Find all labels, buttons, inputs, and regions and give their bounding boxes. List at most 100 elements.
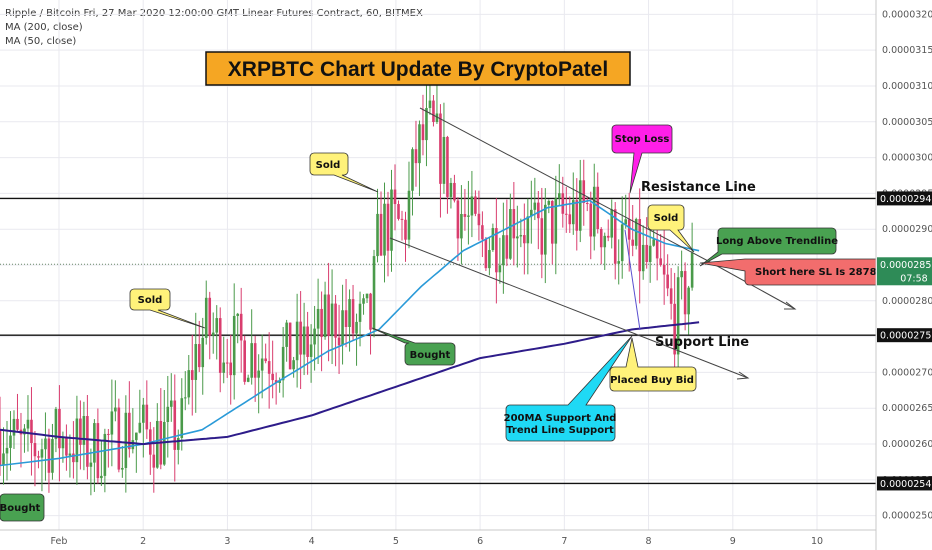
bought-callout-1: Bought bbox=[371, 327, 456, 366]
x-tick-label: 8 bbox=[646, 536, 652, 547]
x-tick-label: 9 bbox=[730, 536, 736, 547]
candle-body bbox=[260, 358, 264, 371]
candle-body bbox=[75, 418, 79, 463]
candle-body bbox=[680, 271, 683, 278]
horizontal-levels bbox=[0, 197, 876, 485]
candle-body bbox=[327, 294, 330, 336]
candle-body bbox=[676, 277, 680, 355]
candle-body bbox=[533, 202, 537, 210]
candle-body bbox=[561, 193, 565, 214]
candle-body bbox=[669, 288, 673, 304]
candle-body bbox=[253, 343, 257, 378]
candle-body bbox=[197, 344, 201, 368]
candle-body bbox=[5, 447, 9, 454]
candle-body bbox=[51, 439, 54, 473]
candle-body bbox=[40, 449, 44, 458]
candle-body bbox=[554, 198, 558, 244]
long-above-label: Long Above Trendline bbox=[716, 236, 838, 247]
ma200-legend: MA (200, close) bbox=[5, 22, 83, 33]
candle-body bbox=[540, 218, 544, 255]
candle-body bbox=[620, 224, 624, 262]
candle-body bbox=[344, 310, 348, 327]
candle-body bbox=[156, 420, 159, 468]
candle-body bbox=[484, 239, 488, 269]
candle-body bbox=[86, 416, 89, 467]
candle-body bbox=[208, 297, 212, 336]
candle-body bbox=[624, 219, 628, 225]
candle-body bbox=[470, 196, 474, 216]
candle-body bbox=[183, 397, 187, 399]
candle-body bbox=[599, 229, 603, 248]
short-here-callout: Short here SL Is 2878 Sat bbox=[699, 258, 899, 286]
candle-body bbox=[505, 235, 509, 259]
candle-body bbox=[281, 346, 285, 381]
candle-body bbox=[72, 453, 75, 463]
stop-loss-callout: Stop Loss bbox=[611, 124, 673, 194]
candle-body bbox=[463, 214, 467, 217]
candle-body bbox=[645, 244, 648, 263]
candle-body bbox=[309, 344, 313, 357]
current-price-badge bbox=[877, 257, 932, 286]
candle-body bbox=[110, 411, 114, 435]
candle-body bbox=[257, 370, 260, 378]
candle-body bbox=[65, 437, 68, 456]
ma50-line bbox=[0, 199, 700, 467]
candle-body bbox=[369, 293, 372, 330]
level-badge-label: 0.00002943 bbox=[880, 194, 932, 205]
candle-body bbox=[397, 204, 400, 219]
x-tick-label: 10 bbox=[811, 536, 823, 547]
candle-body bbox=[393, 189, 397, 205]
candle-body bbox=[453, 182, 456, 201]
candle-body bbox=[610, 209, 614, 238]
candle-body bbox=[544, 204, 547, 255]
candle-body bbox=[512, 209, 516, 239]
candle-body bbox=[121, 467, 124, 470]
x-tick-label: 7 bbox=[561, 536, 567, 547]
candle-body bbox=[93, 423, 96, 463]
upper-trendline-arrow bbox=[784, 301, 797, 310]
level-badge bbox=[877, 328, 932, 343]
long-above-callout: Long Above Trendline bbox=[699, 227, 838, 267]
sold-callout-2: Sold bbox=[309, 152, 379, 193]
candle-body bbox=[659, 258, 662, 266]
sold-label-3: Sold bbox=[654, 213, 679, 224]
candle-body bbox=[320, 308, 323, 337]
candle-body bbox=[274, 380, 278, 383]
candle-body bbox=[498, 265, 502, 273]
candle-body bbox=[509, 209, 512, 259]
candle-body bbox=[16, 418, 19, 430]
candle-body bbox=[316, 308, 320, 329]
candle-body bbox=[100, 475, 103, 479]
bought-callout-2: Bought bbox=[0, 493, 45, 522]
candle-body bbox=[103, 433, 107, 476]
candle-body bbox=[267, 361, 271, 374]
candle-body bbox=[89, 462, 93, 467]
candle-body bbox=[690, 252, 694, 288]
candle-body bbox=[61, 437, 65, 449]
candle-body bbox=[627, 219, 631, 240]
candle-body bbox=[37, 456, 40, 458]
candle-body bbox=[341, 310, 344, 346]
candle-body bbox=[58, 408, 61, 449]
upper-trendline-ext bbox=[709, 261, 796, 310]
candle-body bbox=[166, 406, 170, 422]
level-badge bbox=[877, 476, 932, 491]
ma200-line bbox=[0, 321, 700, 446]
candle-body bbox=[337, 337, 341, 346]
candle-body bbox=[142, 404, 145, 423]
candle-body bbox=[173, 400, 177, 450]
sold-label-2: Sold bbox=[316, 160, 341, 171]
candle-body bbox=[383, 203, 386, 256]
candle-body bbox=[348, 299, 351, 327]
resistance-line-label: Resistance Line bbox=[641, 180, 756, 195]
placed-buy-label: Placed Buy Bid bbox=[610, 375, 694, 386]
candle-body bbox=[460, 214, 463, 239]
candle-body bbox=[131, 440, 135, 450]
candle-body bbox=[638, 219, 641, 272]
candle-body bbox=[585, 203, 589, 205]
candle-body bbox=[211, 332, 215, 336]
